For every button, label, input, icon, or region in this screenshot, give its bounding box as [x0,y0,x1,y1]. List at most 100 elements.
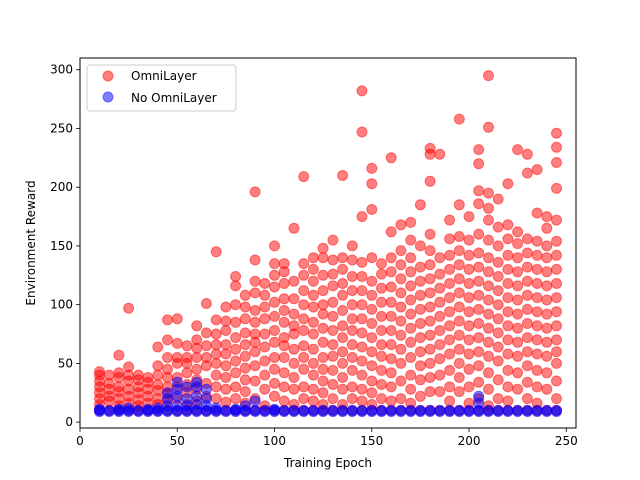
data-point [385,404,397,416]
data-point [269,310,280,322]
data-point [356,285,368,297]
data-point [366,178,378,190]
data-point [259,404,271,416]
data-point [317,242,329,254]
data-point [385,296,397,308]
data-point [259,301,271,313]
data-point [288,372,300,383]
data-point [444,395,456,407]
data-point [492,240,504,252]
data-point [269,296,280,308]
data-point [483,367,494,379]
data-point [327,404,339,416]
data-point [395,273,407,285]
data-point [278,404,290,416]
data-point [531,164,543,176]
data-point [551,278,562,289]
data-point [405,266,417,278]
data-point [551,157,562,168]
data-point [307,301,319,313]
data-point [414,374,426,386]
data-point [541,336,553,348]
data-point [230,316,242,328]
data-point [181,352,193,363]
data-point [502,263,514,275]
data-point [298,404,310,416]
data-point [424,343,436,355]
y-axis-label: Environment Reward [24,180,38,305]
data-point [453,273,465,285]
data-point [113,381,125,393]
data-point [327,280,339,292]
data-point [327,393,339,405]
data-point [327,234,339,246]
data-point [531,334,543,346]
data-point [337,278,349,289]
data-point [502,278,514,289]
data-point [531,263,543,275]
data-point [376,296,387,308]
y-tick-label: 0 [65,415,73,429]
data-point [181,393,193,405]
data-point [521,303,533,315]
x-tick-label: 50 [170,434,185,448]
data-point [531,292,543,304]
data-point [531,235,543,247]
data-point [269,336,280,348]
data-point [317,387,329,399]
data-point [269,325,280,336]
data-point [405,252,417,264]
data-point [317,269,329,281]
data-point [414,303,426,315]
data-point [210,381,222,393]
data-point [356,355,368,367]
data-point [453,113,465,125]
data-point [395,329,407,341]
data-point [376,379,387,390]
data-point [298,313,310,325]
data-point [376,350,387,362]
data-point [307,275,319,287]
data-point [424,301,436,313]
data-point [434,296,446,308]
data-point [142,403,154,415]
data-point [327,325,339,336]
data-point [434,268,446,280]
data-point [453,301,465,313]
data-point [220,348,232,360]
data-point [414,360,426,372]
data-point [385,281,397,293]
x-tick-label: 250 [555,434,578,448]
data-point [541,252,553,264]
data-point [551,306,562,318]
data-point [298,363,310,375]
data-point [132,369,144,381]
data-point [531,381,543,393]
data-point [220,360,232,372]
data-point [210,328,222,340]
data-point [414,275,426,287]
data-point [317,363,329,375]
data-point [385,252,397,264]
data-point [337,320,349,332]
data-point [492,285,504,297]
legend: OmniLayer No OmniLayer [86,64,237,112]
data-point [512,322,524,334]
data-point [171,376,183,388]
data-point [337,289,349,301]
data-point [210,402,222,414]
data-point [424,287,436,299]
data-point [171,337,183,349]
data-point [269,258,280,270]
data-point [414,240,426,252]
data-point [424,175,436,187]
data-point [395,375,407,387]
data-point [356,85,368,97]
data-point [395,259,407,271]
data-point [230,343,242,355]
data-point [210,246,222,258]
data-point [473,144,485,156]
data-point [424,259,436,271]
data-point [239,339,251,351]
data-point [220,404,232,416]
